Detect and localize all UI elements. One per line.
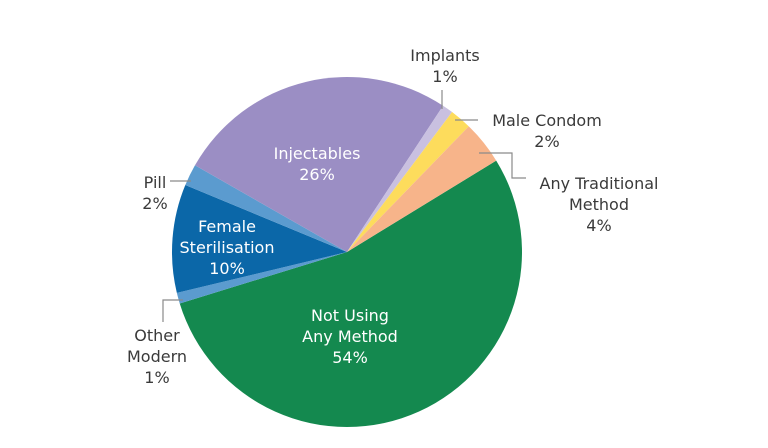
label-other-modern: Other Modern 1% [127, 325, 187, 388]
label-traditional: Any Traditional Method 4% [540, 173, 659, 236]
label-pct: 1% [432, 67, 458, 86]
label-text: Pill [143, 173, 167, 192]
label-pill: Pill 2% [142, 172, 167, 214]
label-text: Method [568, 195, 630, 214]
label-text: Implants [410, 46, 480, 65]
label-text: Modern [126, 347, 188, 366]
pie-slice-implants [347, 105, 453, 253]
label-text: Sterilisation [179, 238, 275, 257]
label-text: Other [134, 326, 180, 345]
label-text: Injectables [273, 144, 361, 163]
pie-slice-any-traditional-method [347, 126, 497, 252]
leader-traditional [479, 152, 526, 179]
pie-slices [171, 77, 522, 427]
label-text: Any Method [302, 327, 398, 346]
leader-other-modern [162, 299, 183, 322]
label-pct: 26% [299, 165, 335, 184]
label-text: Female [198, 217, 256, 236]
leader-lines [162, 90, 526, 322]
pie-slice-female-sterilisation [171, 185, 347, 293]
label-pct: 2% [142, 194, 168, 213]
label-pct: 10% [209, 259, 245, 278]
label-pct: 4% [586, 216, 612, 235]
label-not-using: Not Using Any Method 54% [302, 305, 398, 368]
label-text: Not Using [311, 306, 389, 325]
label-text: Male Condom [492, 111, 602, 130]
label-pct: 54% [332, 348, 368, 367]
label-female-sterilisation: Female Sterilisation 10% [180, 216, 275, 279]
pie-slice-injectables [194, 77, 444, 252]
label-pct: 1% [144, 368, 170, 387]
label-implants: Implants 1% [410, 45, 479, 87]
label-injectables: Injectables 26% [274, 143, 361, 185]
label-male-condom: Male Condom 2% [492, 110, 602, 152]
label-text: Any Traditional [539, 174, 659, 193]
pie-slice-male-condom [347, 112, 469, 253]
pie-slice-other-modern [176, 252, 347, 304]
label-pct: 2% [534, 132, 560, 151]
pie-slice-pill [185, 165, 347, 252]
pie-slice-not-using-any-method [179, 160, 522, 427]
